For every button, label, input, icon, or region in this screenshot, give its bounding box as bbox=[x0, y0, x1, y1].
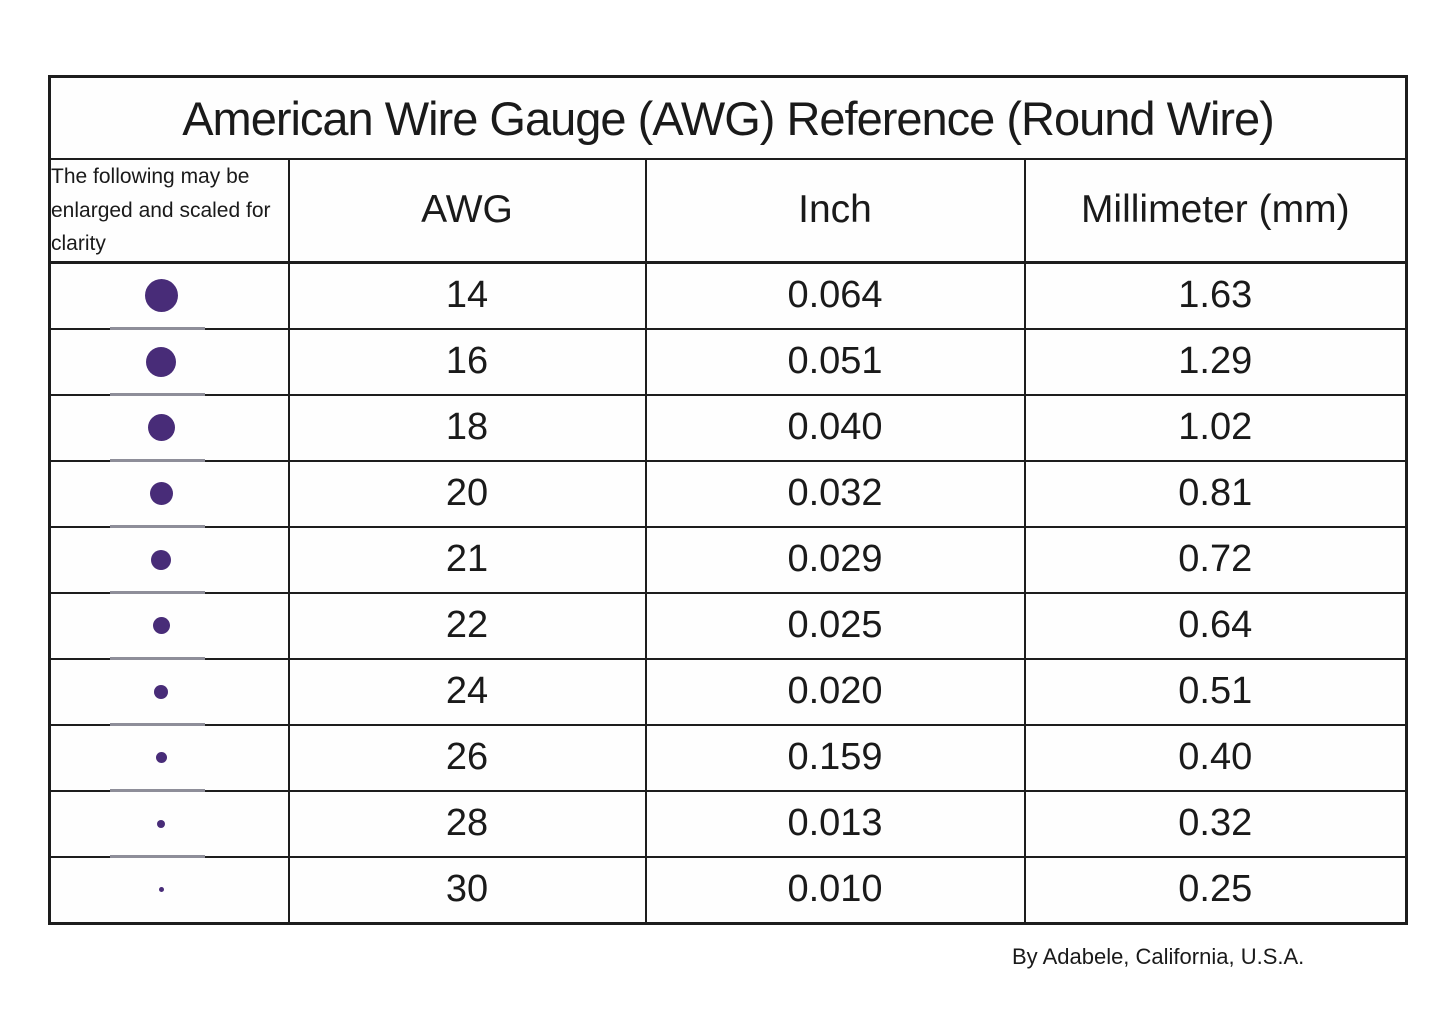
table-row: 14 0.064 1.63 bbox=[48, 261, 1408, 330]
table-row: 18 0.040 1.02 bbox=[48, 393, 1408, 462]
wire-dot-cell bbox=[48, 327, 290, 396]
dot-underline bbox=[110, 326, 205, 330]
mm-value: 0.51 bbox=[1023, 657, 1408, 726]
wire-size-dot bbox=[157, 819, 166, 828]
mm-value: 0.32 bbox=[1023, 789, 1408, 858]
dot-underline bbox=[110, 656, 205, 660]
inch-value: 0.032 bbox=[644, 459, 1026, 528]
wire-size-dot bbox=[152, 617, 170, 635]
awg-value: 30 bbox=[287, 855, 647, 925]
inch-value: 0.064 bbox=[644, 261, 1026, 330]
awg-value: 14 bbox=[287, 261, 647, 330]
wire-size-dot bbox=[155, 752, 167, 764]
page-title: American Wire Gauge (AWG) Reference (Rou… bbox=[48, 75, 1408, 160]
column-header-awg: AWG bbox=[287, 157, 647, 264]
awg-value: 24 bbox=[287, 657, 647, 726]
mm-value: 1.63 bbox=[1023, 261, 1408, 330]
wire-size-dot bbox=[147, 414, 175, 442]
wire-dot-cell bbox=[48, 723, 290, 792]
wire-dot-cell bbox=[48, 525, 290, 594]
column-header-mm: Millimeter (mm) bbox=[1023, 157, 1408, 264]
wire-size-dot bbox=[158, 887, 164, 893]
wire-dot-cell bbox=[48, 591, 290, 660]
wire-dot-cell bbox=[48, 459, 290, 528]
column-header-inch: Inch bbox=[644, 157, 1026, 264]
inch-value: 0.010 bbox=[644, 855, 1026, 925]
awg-reference-sheet: American Wire Gauge (AWG) Reference (Rou… bbox=[48, 75, 1409, 925]
wire-dot-cell bbox=[48, 657, 290, 726]
awg-value: 20 bbox=[287, 459, 647, 528]
dot-underline bbox=[110, 590, 205, 594]
wire-dot-cell bbox=[48, 393, 290, 462]
awg-value: 28 bbox=[287, 789, 647, 858]
table-row: 16 0.051 1.29 bbox=[48, 327, 1408, 396]
awg-value: 18 bbox=[287, 393, 647, 462]
table-row: 30 0.010 0.25 bbox=[48, 855, 1408, 925]
inch-value: 0.029 bbox=[644, 525, 1026, 594]
dot-underline bbox=[110, 524, 205, 528]
awg-value: 21 bbox=[287, 525, 647, 594]
credit-text: By Adabele, California, U.S.A. bbox=[1012, 944, 1305, 969]
wire-size-dot bbox=[154, 684, 169, 699]
wire-size-dot bbox=[144, 279, 178, 313]
inch-value: 0.013 bbox=[644, 789, 1026, 858]
header-row: The following may be enlarged and scaled… bbox=[48, 157, 1408, 264]
scale-note: The following may be enlarged and scaled… bbox=[48, 157, 290, 264]
wire-size-dot bbox=[146, 346, 177, 377]
wire-dot-cell bbox=[48, 261, 290, 330]
wire-dot-cell bbox=[48, 855, 290, 925]
mm-value: 0.40 bbox=[1023, 723, 1408, 792]
table-row: 24 0.020 0.51 bbox=[48, 657, 1408, 726]
wire-dot-cell bbox=[48, 789, 290, 858]
mm-value: 1.29 bbox=[1023, 327, 1408, 396]
wire-size-dot bbox=[151, 549, 172, 570]
dot-underline bbox=[110, 458, 205, 462]
dot-underline bbox=[110, 392, 205, 396]
inch-value: 0.020 bbox=[644, 657, 1026, 726]
awg-value: 26 bbox=[287, 723, 647, 792]
table-row: 26 0.159 0.40 bbox=[48, 723, 1408, 792]
wire-size-dot bbox=[149, 482, 173, 506]
dot-underline bbox=[110, 722, 205, 726]
inch-value: 0.040 bbox=[644, 393, 1026, 462]
dot-underline bbox=[110, 788, 205, 792]
inch-value: 0.159 bbox=[644, 723, 1026, 792]
inch-value: 0.051 bbox=[644, 327, 1026, 396]
table-row: 21 0.029 0.72 bbox=[48, 525, 1408, 594]
mm-value: 0.64 bbox=[1023, 591, 1408, 660]
mm-value: 0.25 bbox=[1023, 855, 1408, 925]
table-row: 22 0.025 0.64 bbox=[48, 591, 1408, 660]
dot-underline bbox=[110, 854, 205, 858]
table-row: 20 0.032 0.81 bbox=[48, 459, 1408, 528]
awg-value: 16 bbox=[287, 327, 647, 396]
title-row: American Wire Gauge (AWG) Reference (Rou… bbox=[48, 75, 1408, 160]
awg-reference-table: American Wire Gauge (AWG) Reference (Rou… bbox=[48, 75, 1409, 925]
mm-value: 0.81 bbox=[1023, 459, 1408, 528]
mm-value: 1.02 bbox=[1023, 393, 1408, 462]
inch-value: 0.025 bbox=[644, 591, 1026, 660]
mm-value: 0.72 bbox=[1023, 525, 1408, 594]
table-row: 28 0.013 0.32 bbox=[48, 789, 1408, 858]
awg-value: 22 bbox=[287, 591, 647, 660]
